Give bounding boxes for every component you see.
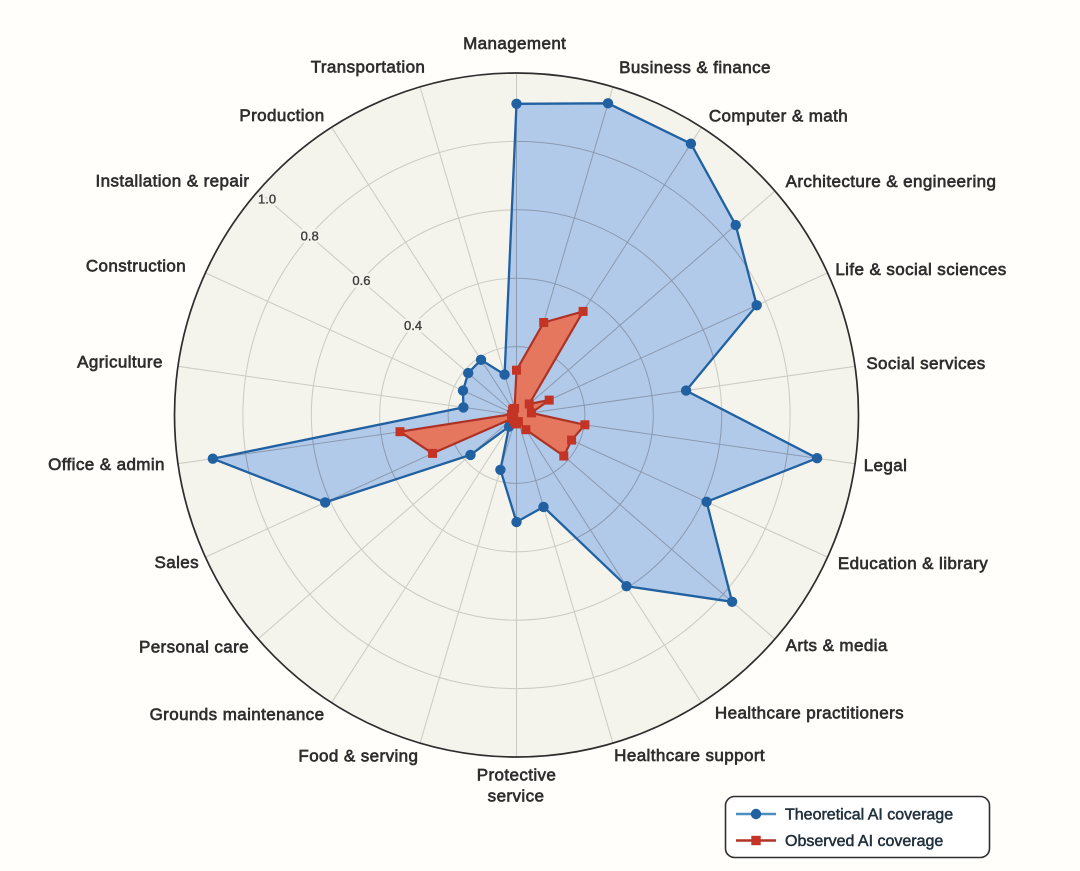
svg-text:Construction: Construction <box>86 257 186 276</box>
svg-text:1.0: 1.0 <box>258 191 276 206</box>
svg-text:Healthcare support: Healthcare support <box>614 746 765 765</box>
svg-text:0.6: 0.6 <box>352 273 370 288</box>
svg-text:Transportation: Transportation <box>311 58 426 77</box>
svg-text:Production: Production <box>239 106 324 125</box>
svg-text:Grounds maintenance: Grounds maintenance <box>150 705 325 724</box>
svg-text:Computer & math: Computer & math <box>709 107 848 126</box>
svg-text:Food & serving: Food & serving <box>298 747 418 766</box>
svg-text:Business & finance: Business & finance <box>619 58 771 77</box>
svg-text:Office & admin: Office & admin <box>48 455 165 474</box>
svg-text:Social services: Social services <box>866 354 985 373</box>
svg-text:Installation & repair: Installation & repair <box>96 172 250 191</box>
svg-text:Personal care: Personal care <box>139 638 249 657</box>
svg-text:Management: Management <box>463 34 566 53</box>
svg-text:Healthcare practitioners: Healthcare practitioners <box>715 704 904 723</box>
svg-text:Agriculture: Agriculture <box>77 353 163 372</box>
svg-text:0.8: 0.8 <box>301 228 319 243</box>
svg-text:0.4: 0.4 <box>404 318 422 333</box>
svg-text:Observed AI coverage: Observed AI coverage <box>785 833 943 850</box>
svg-text:Theoretical AI coverage: Theoretical AI coverage <box>785 807 953 824</box>
svg-text:Architecture & engineering: Architecture & engineering <box>786 172 997 191</box>
svg-text:0.8: 0.8 <box>301 228 319 243</box>
svg-text:0.6: 0.6 <box>352 273 370 288</box>
svg-text:0.4: 0.4 <box>404 318 422 333</box>
svg-text:1.0: 1.0 <box>258 191 276 206</box>
svg-text:Sales: Sales <box>155 553 200 572</box>
svg-text:Arts & media: Arts & media <box>786 636 888 655</box>
svg-text:Life & social sciences: Life & social sciences <box>835 260 1006 279</box>
svg-text:service: service <box>488 787 545 806</box>
svg-text:Education & library: Education & library <box>838 554 988 573</box>
svg-text:Legal: Legal <box>864 456 908 475</box>
svg-text:Protective: Protective <box>477 766 557 785</box>
